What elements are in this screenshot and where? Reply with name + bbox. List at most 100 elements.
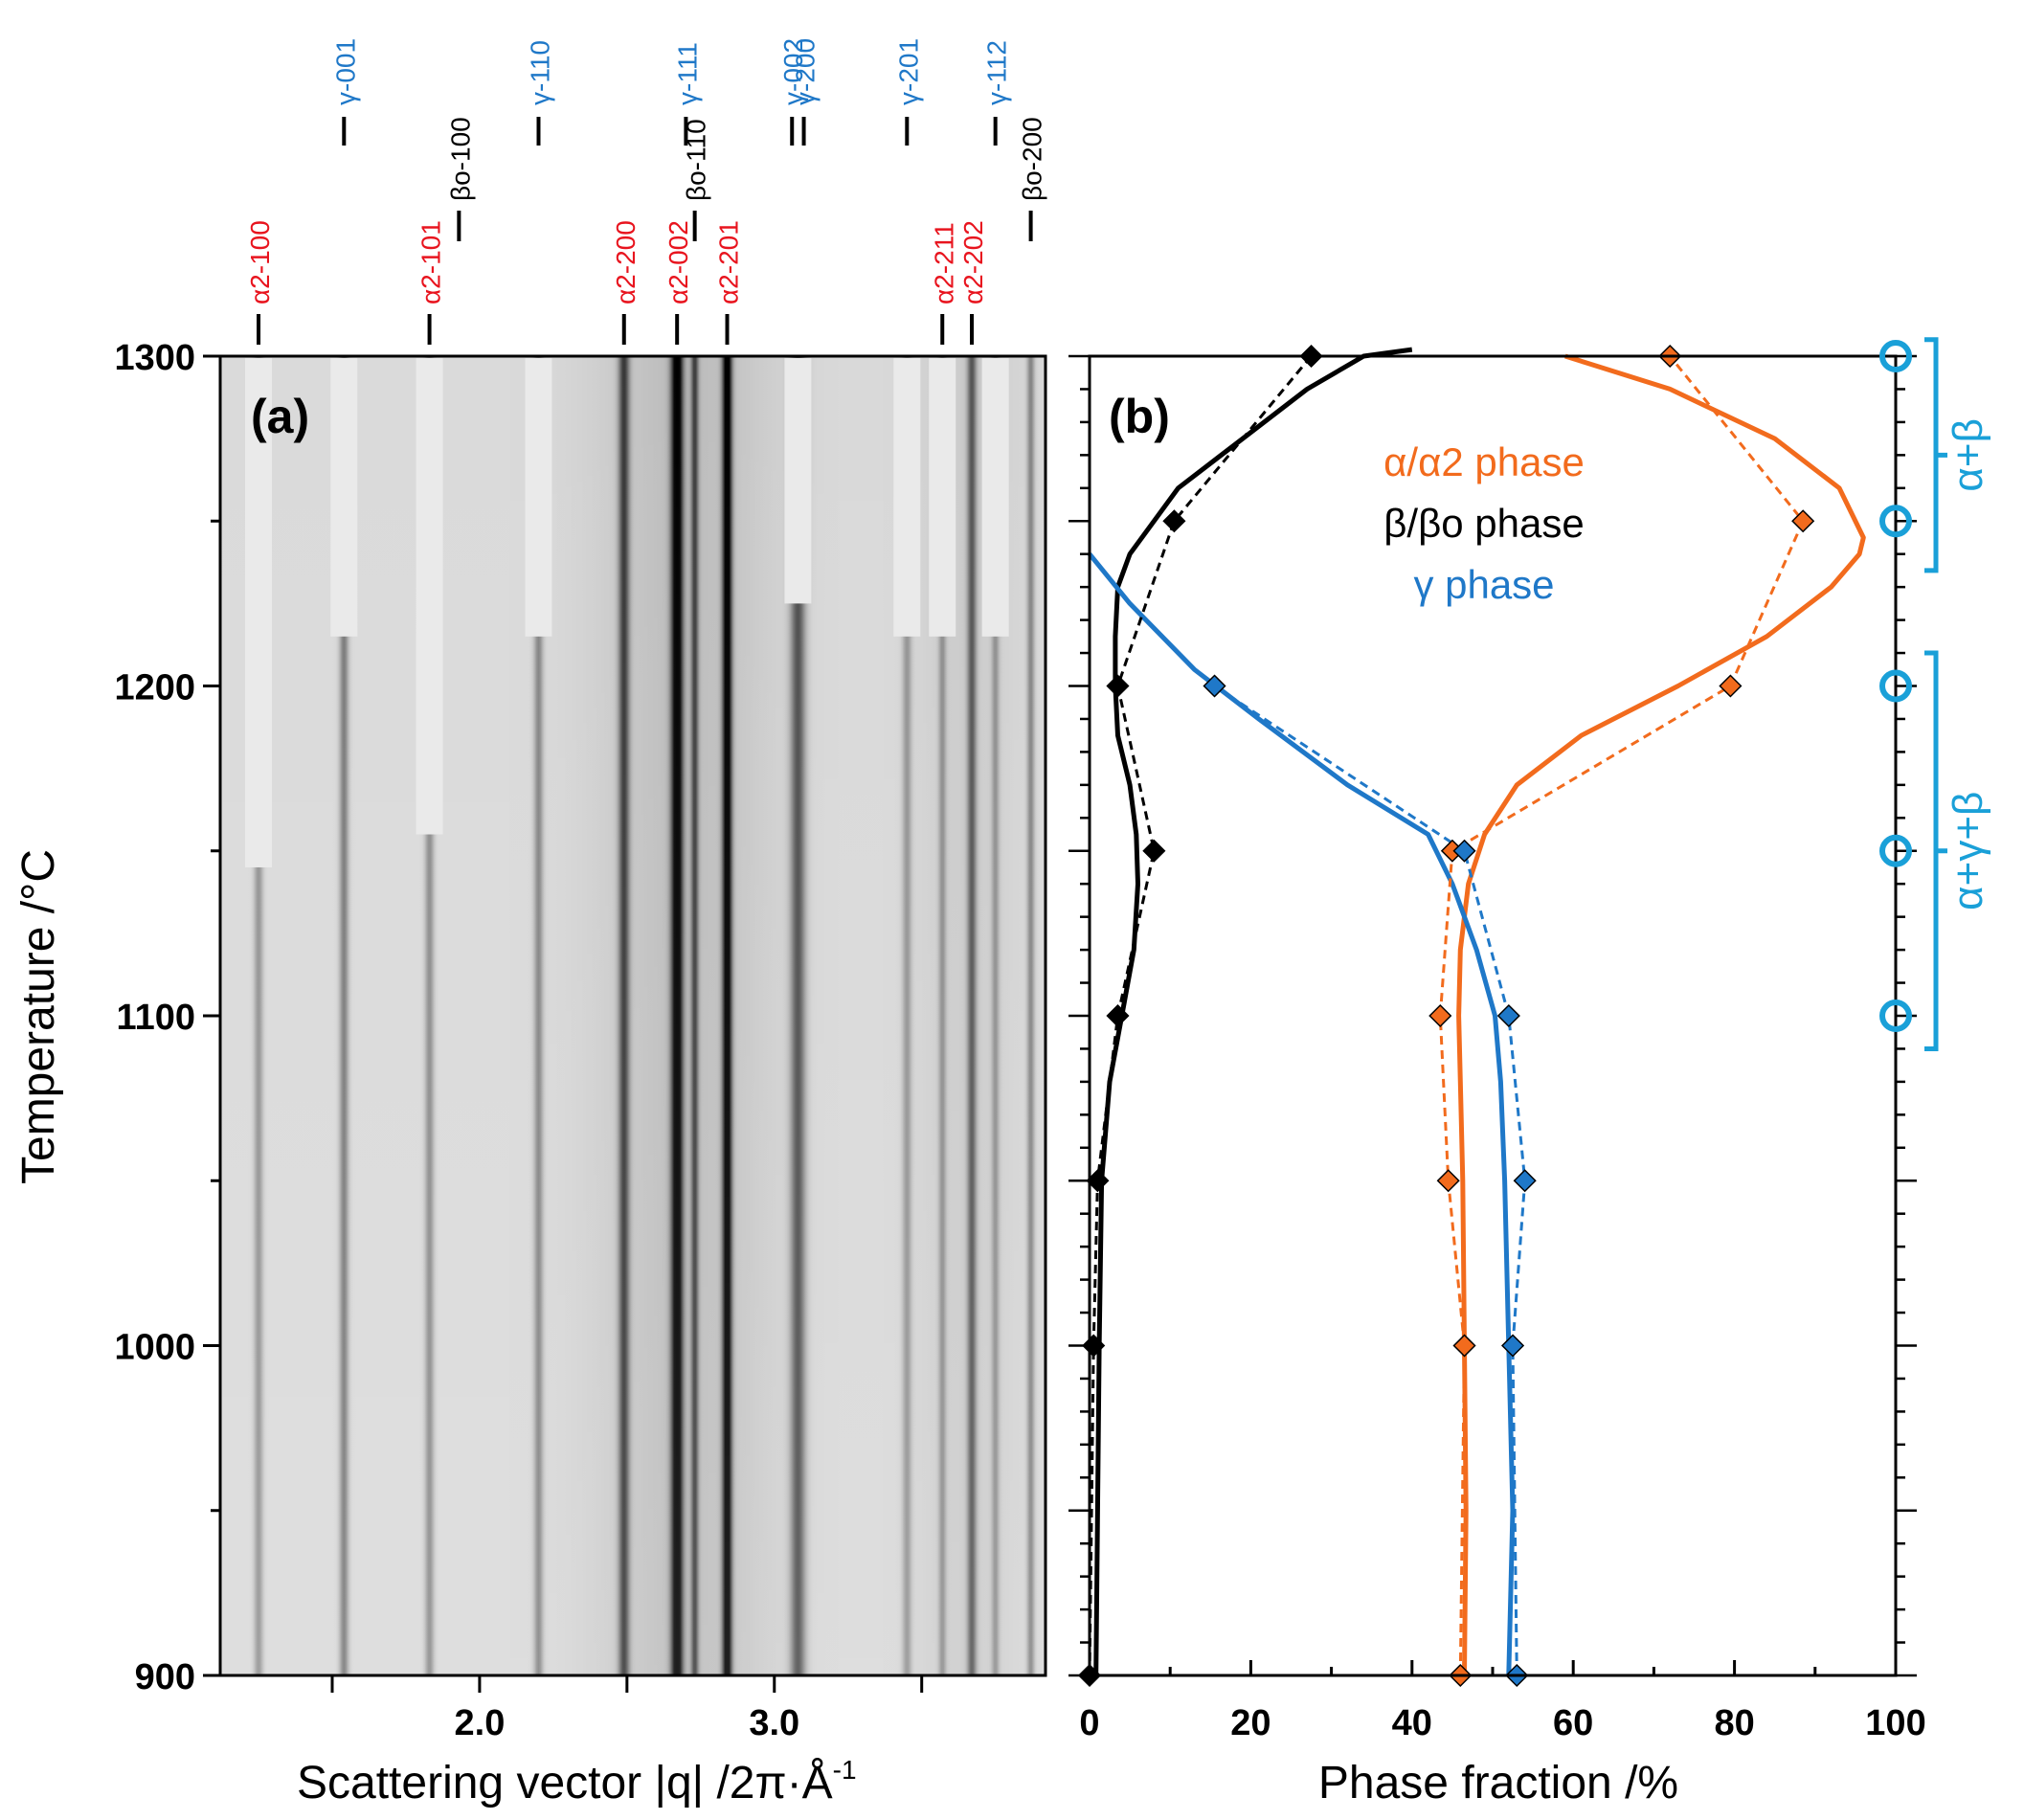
peak-label-text: γ-110 xyxy=(525,40,554,105)
panel-b-xlabel: Phase fraction /% xyxy=(1318,1758,1678,1809)
x-tick-label: 0 xyxy=(1079,1703,1099,1743)
peak-fade-region xyxy=(929,358,956,637)
series-line-measured xyxy=(1093,347,1413,1676)
data-point-diamond xyxy=(1496,1003,1520,1028)
data-point-diamond xyxy=(1719,674,1743,698)
peak-label: γ-201 xyxy=(893,38,923,146)
peak-label: α2-101 xyxy=(416,220,446,345)
region-marker-circle xyxy=(1879,340,1912,372)
x-tick-label: 100 xyxy=(1865,1703,1925,1743)
peak-label-text: α2-211 xyxy=(929,222,958,304)
peak-label: α2-211 xyxy=(929,222,958,345)
region-bracket: α+β xyxy=(1924,337,1991,573)
x-tick-label: 60 xyxy=(1553,1703,1593,1743)
peak-label: α2-202 xyxy=(958,220,988,345)
series-line-calculated xyxy=(1213,685,1527,1676)
legend-entry-beta: β/βo phase xyxy=(1383,501,1584,546)
x-tick-label: 3.0 xyxy=(749,1703,799,1743)
panel-a-xlabel-sup: -1 xyxy=(833,1755,857,1785)
y-tick-label: 1200 xyxy=(114,668,195,708)
peak-fade-region xyxy=(893,358,921,637)
x-tick-label: 20 xyxy=(1230,1703,1271,1743)
peak-fade-region xyxy=(416,358,443,835)
panel-b-label: (b) xyxy=(1109,390,1170,443)
peak-label: α2-100 xyxy=(245,220,275,345)
peak-label-text: γ-200 xyxy=(791,38,821,105)
region-marker-circle xyxy=(1879,1000,1912,1032)
peak-label-text: βo-200 xyxy=(1018,117,1047,201)
data-point-diamond xyxy=(1436,1169,1460,1193)
peak-label: α2-200 xyxy=(611,220,641,345)
peak-fade-region xyxy=(330,358,358,637)
peak-label-text: βo-100 xyxy=(445,117,475,201)
peak-label: γ-200 xyxy=(791,38,821,146)
panel-b: 0 20 40 60 80 100 α+β α+γ+β (b) Phase fraction… xyxy=(1068,337,1991,1809)
region-bracket: α+γ+β xyxy=(1924,650,1991,1051)
y-tick-label: 1100 xyxy=(117,998,195,1038)
bracket-shape xyxy=(1924,650,1947,1051)
data-point-diamond xyxy=(1203,674,1226,698)
data-point-diamond xyxy=(1162,509,1186,533)
peak-label: α2-201 xyxy=(714,220,744,345)
region-marker-circle xyxy=(1879,669,1912,703)
legend-entry-alpha: α/α2 phase xyxy=(1383,439,1585,484)
peak-label-text: γ-111 xyxy=(672,42,702,105)
peak-label-text: α2-100 xyxy=(245,220,275,304)
peak-label-text: γ-001 xyxy=(330,38,360,105)
phase-fraction-series xyxy=(1077,344,1866,1688)
peak-label-text: α2-002 xyxy=(663,220,693,304)
data-point-diamond xyxy=(1428,1003,1452,1028)
panel-b-ticks: 0 20 40 60 80 100 xyxy=(1068,354,1926,1743)
region-label: α+β xyxy=(1945,418,1991,491)
data-point-diamond xyxy=(1500,1334,1525,1358)
region-marker-circle xyxy=(1879,505,1912,538)
y-tick-label: 900 xyxy=(135,1657,195,1697)
x-tick-label: 80 xyxy=(1714,1703,1754,1743)
peak-fade-region xyxy=(525,358,552,637)
x-tick-label: 40 xyxy=(1392,1703,1432,1743)
legend: α/α2 phase β/βo phase γ phase xyxy=(1383,439,1585,607)
peak-label: βo-100 xyxy=(445,117,475,241)
peak-label-text: α2-202 xyxy=(958,220,988,304)
peak-label: γ-111 xyxy=(672,42,702,146)
peak-label: γ-110 xyxy=(525,40,554,146)
bracket-shape xyxy=(1924,337,1947,573)
panel-a-xlabel: Scattering vector |q| /2π·Å-1 xyxy=(297,1755,857,1809)
peak-label-text: α2-101 xyxy=(416,220,446,304)
peak-labels: α2-100 α2-101 α2-200 α2-002 α2-201 α2-211 α2-2… xyxy=(245,38,1047,345)
peak-label-text: γ-002 xyxy=(778,38,808,105)
data-point-diamond xyxy=(1513,1169,1537,1193)
peak-label-text: α2-200 xyxy=(611,220,641,304)
peak-label-text: γ-112 xyxy=(982,40,1012,105)
peak-label: βo-200 xyxy=(1018,117,1047,241)
panel-a-label: (a) xyxy=(251,390,309,443)
peak-label: γ-002 xyxy=(778,38,808,146)
peak-fade-region xyxy=(784,358,812,604)
panel-a-xlabel-main: Scattering vector |q| /2π·Å xyxy=(297,1758,833,1809)
data-point-diamond xyxy=(1452,839,1476,863)
peak-fade-region xyxy=(981,358,1009,637)
region-label: α+γ+β xyxy=(1945,792,1991,910)
x-tick-label: 2.0 xyxy=(455,1703,506,1743)
phase-regions: α+β α+γ+β xyxy=(1879,337,1991,1051)
data-point-diamond xyxy=(1142,839,1166,863)
peak-label-text: γ-201 xyxy=(893,38,923,105)
legend-entry-gamma: γ phase xyxy=(1413,562,1554,607)
peak-label: γ-001 xyxy=(330,38,360,146)
peak-fadeouts xyxy=(245,358,1009,867)
data-point-diamond xyxy=(1106,674,1130,698)
y-tick-label: 1000 xyxy=(114,1328,195,1368)
peak-label: α2-002 xyxy=(663,220,693,345)
y-axis-label: Temperature /°C xyxy=(13,849,64,1184)
peak-fade-region xyxy=(245,358,273,867)
series-line-measured xyxy=(1456,353,1866,1676)
series-line-measured xyxy=(1088,552,1516,1676)
peak-label-text: α2-201 xyxy=(714,220,744,304)
data-point-diamond xyxy=(1106,1003,1130,1028)
data-point-diamond xyxy=(1791,509,1815,533)
peak-label: γ-112 xyxy=(982,40,1012,146)
region-marker-circle xyxy=(1879,834,1912,867)
data-point-diamond xyxy=(1452,1334,1476,1358)
